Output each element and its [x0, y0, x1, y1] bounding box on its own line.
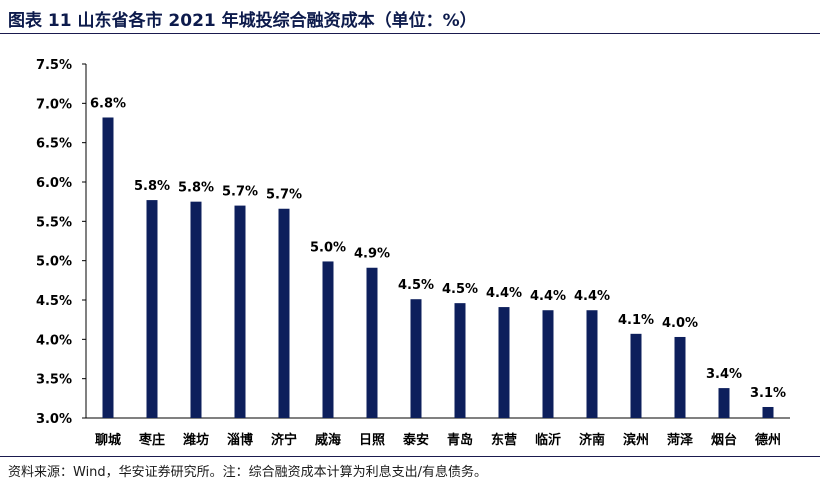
- data-label: 5.0%: [310, 240, 346, 255]
- x-tick-label: 菏泽: [667, 432, 694, 448]
- bar: [102, 117, 114, 418]
- bar: [278, 208, 290, 418]
- data-label: 4.4%: [486, 286, 522, 301]
- x-tick-label: 青岛: [447, 432, 473, 448]
- data-label: 5.8%: [178, 181, 214, 196]
- x-axis: 聊城 枣庄 潍坊 淄博 济宁 威海 日照 泰安 青岛 东营 临沂 济南 滨州 菏泽 烟台 德州: [86, 417, 790, 448]
- bar: [718, 388, 730, 418]
- data-label: 4.4%: [574, 289, 610, 304]
- data-labels: 6.8% 5.8% 5.8% 5.7% 5.7% 5.0% 4.9% 4.5% 4.5% 4.4%…: [90, 96, 786, 400]
- y-tick-label: 5.0%: [36, 255, 72, 270]
- y-tick-label: 3.5%: [36, 373, 72, 388]
- x-tick-label: 济宁: [271, 432, 297, 448]
- x-tick-label: 临沂: [535, 432, 561, 448]
- data-label: 5.7%: [222, 185, 258, 200]
- data-label: 4.1%: [618, 313, 654, 328]
- y-axis: 3.0% 3.5% 4.0% 4.5% 5.0% 5.5% 6.0% 6.5% 7.0% 7.5%: [36, 58, 87, 427]
- y-tick-label: 4.0%: [36, 333, 72, 348]
- data-label: 4.4%: [530, 289, 566, 304]
- x-tick-label: 泰安: [402, 432, 429, 448]
- bar: [762, 406, 774, 418]
- bar: [674, 336, 686, 418]
- x-tick-label: 日照: [359, 433, 385, 448]
- bar: [190, 201, 202, 418]
- data-label: 4.5%: [442, 282, 478, 297]
- bars: [102, 117, 774, 418]
- bar: [454, 303, 466, 418]
- bar-chart: 3.0% 3.5% 4.0% 4.5% 5.0% 5.5% 6.0% 6.5% 7.0% 7.5%…: [36, 58, 790, 448]
- data-label: 6.8%: [90, 96, 126, 111]
- x-tick-label: 威海: [315, 432, 341, 448]
- data-label: 4.5%: [398, 278, 434, 293]
- y-tick-label: 6.5%: [36, 137, 72, 152]
- y-tick-label: 3.0%: [36, 412, 72, 427]
- y-tick-label: 7.5%: [36, 58, 72, 73]
- y-tick-label: 4.5%: [36, 294, 72, 309]
- data-label: 4.9%: [354, 247, 390, 262]
- data-label: 5.7%: [266, 188, 302, 203]
- bar: [586, 310, 598, 418]
- bar: [322, 261, 334, 418]
- y-tick-label: 5.5%: [36, 215, 72, 230]
- y-tick-label: 6.0%: [36, 176, 72, 191]
- x-tick-label: 淄博: [227, 432, 253, 448]
- bar: [366, 267, 378, 418]
- x-tick-label: 东营: [491, 432, 517, 448]
- data-label: 3.1%: [750, 386, 786, 401]
- x-tick-label: 聊城: [95, 432, 121, 448]
- data-label: 5.8%: [134, 179, 170, 194]
- bar: [630, 333, 642, 418]
- x-tick-label: 枣庄: [138, 432, 165, 448]
- x-tick-label: 德州: [755, 432, 781, 448]
- x-tick-label: 滨州: [623, 432, 649, 448]
- bar: [498, 307, 510, 418]
- bar: [146, 200, 158, 418]
- y-tick-label: 7.0%: [36, 97, 72, 112]
- x-tick-label: 潍坊: [183, 432, 209, 448]
- x-tick-label: 济南: [579, 432, 605, 448]
- source-note: 资料来源：Wind，华安证券研究所。注：综合融资成本计算为利息支出/有息债务。: [8, 465, 488, 480]
- data-label: 4.0%: [662, 316, 698, 331]
- footer-divider: [0, 456, 820, 457]
- bar: [234, 205, 246, 418]
- bar: [410, 299, 422, 418]
- title-bar: 图表 11 山东省各市 2021 年城投综合融资成本（单位：%）: [0, 0, 820, 34]
- x-tick-label: 烟台: [711, 432, 737, 448]
- chart-title: 图表 11 山东省各市 2021 年城投综合融资成本（单位：%）: [8, 11, 477, 31]
- data-label: 3.4%: [706, 367, 742, 382]
- bar: [542, 310, 554, 418]
